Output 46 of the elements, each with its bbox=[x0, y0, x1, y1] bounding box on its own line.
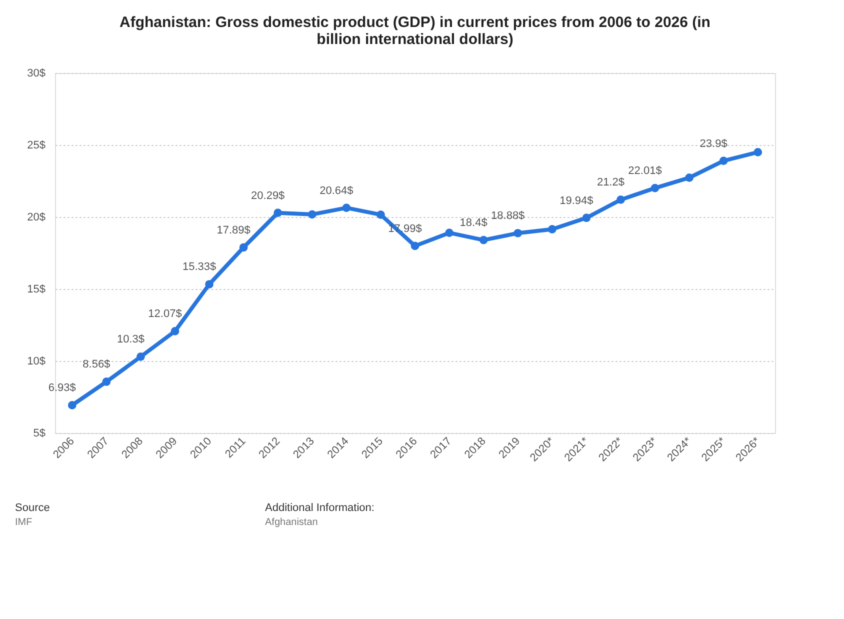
point bbox=[514, 228, 522, 238]
y-tick-label: 5$ bbox=[33, 428, 46, 440]
point bbox=[754, 148, 762, 156]
point bbox=[548, 225, 556, 234]
point bbox=[342, 204, 351, 212]
data-label: 18.88$ bbox=[491, 210, 525, 222]
point bbox=[616, 196, 625, 204]
point bbox=[582, 214, 591, 222]
point bbox=[239, 243, 248, 252]
point bbox=[445, 228, 454, 238]
point bbox=[308, 210, 316, 219]
text: Afghanistan bbox=[265, 517, 318, 528]
point bbox=[410, 242, 420, 250]
data-label: 15.33$ bbox=[182, 261, 216, 274]
text: IMF bbox=[15, 517, 32, 528]
data-label: 10.3$ bbox=[116, 334, 144, 346]
point bbox=[68, 401, 76, 410]
chart-title: Afghanistan: Gross domestic product (GDP) in current prices from 2006 to 2026 (in billion international dollars) bbox=[120, 14, 710, 48]
text: Source bbox=[15, 502, 50, 514]
point bbox=[205, 280, 214, 288]
data-label: 18.4$ bbox=[460, 217, 488, 230]
data-label: 6.93$ bbox=[48, 382, 76, 394]
data-label: 19.94$ bbox=[560, 194, 594, 207]
point bbox=[136, 352, 145, 361]
point bbox=[102, 378, 111, 386]
data-label: 20.64$ bbox=[320, 184, 354, 197]
data-label: 12.07$ bbox=[148, 308, 182, 320]
y-tick-label: 30$ bbox=[27, 68, 46, 80]
point bbox=[376, 210, 385, 219]
data-label: 21.2$ bbox=[596, 176, 624, 189]
point bbox=[479, 236, 488, 244]
data-label: 17.89$ bbox=[216, 224, 250, 236]
data-label: 22.01$ bbox=[628, 165, 662, 178]
point bbox=[274, 208, 282, 217]
y-tick-label: 20$ bbox=[27, 212, 46, 224]
data-label: 20.29$ bbox=[251, 190, 285, 202]
y-tick-label: 10$ bbox=[27, 356, 46, 368]
point bbox=[685, 174, 694, 182]
point bbox=[719, 156, 728, 166]
point bbox=[170, 327, 180, 336]
y-tick-label: 25$ bbox=[27, 140, 46, 152]
text: Additional Information: bbox=[265, 502, 374, 514]
data-label: 8.56$ bbox=[82, 358, 110, 371]
data-label: 23.9$ bbox=[700, 138, 728, 150]
point bbox=[650, 184, 660, 192]
y-tick-label: 15$ bbox=[27, 284, 46, 296]
